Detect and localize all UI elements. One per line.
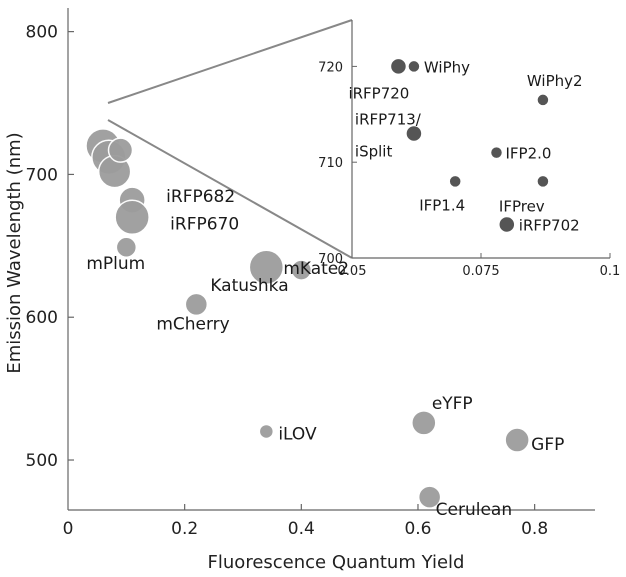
inset-x-tick-label: 0.1: [600, 264, 621, 279]
data-point: [184, 292, 209, 317]
inset-point-label: IFP2.0: [505, 145, 551, 163]
data-point: [504, 427, 530, 453]
y-tick-label: 800: [26, 23, 58, 43]
x-tick-label: 0.6: [404, 519, 431, 539]
inset-data-point: [389, 57, 408, 76]
point-label: mPlum: [86, 254, 145, 274]
main-tick-labels: 0 0.2 0.4 0.6 0.8 500 600 700 800: [26, 23, 549, 539]
point-label: GFP: [531, 435, 564, 455]
inset-y-tick-label: 710: [318, 156, 343, 171]
data-point: [114, 199, 150, 236]
inset-data-point: [536, 174, 550, 189]
inset-y-tick-label: 700: [318, 252, 343, 267]
zoom-inset: 0.05 0.075 0.1 700 710 720 iRFP720 WiPhy WiPhy2…: [318, 20, 620, 279]
point-label: eYFP: [432, 394, 473, 414]
data-point: [290, 259, 313, 281]
inset-point-label: WiPhy2: [527, 72, 583, 90]
inset-data-point: [448, 174, 462, 189]
data-point: [411, 410, 437, 436]
x-tick-label: 0.4: [288, 519, 315, 539]
main-axis-ticks: [68, 31, 536, 510]
data-point: [258, 423, 275, 440]
y-tick-label: 500: [26, 451, 58, 471]
inset-point-label: iRFP720: [348, 84, 409, 102]
y-tick-label: 600: [26, 308, 58, 328]
data-point: [417, 485, 442, 509]
data-point: [248, 249, 285, 285]
inset-data-labels: iRFP720 WiPhy WiPhy2 iRFP713/iSplit IFP2.0 IF…: [348, 58, 582, 234]
data-point: [115, 236, 138, 258]
x-tick-label: 0: [63, 519, 74, 539]
point-label: Cerulean: [436, 500, 512, 520]
inset-x-tick-label: 0.05: [338, 264, 367, 279]
inset-point-label: IFP1.4: [419, 196, 465, 214]
x-axis-title: Fluorescence Quantum Yield: [208, 552, 465, 573]
inset-data-point: [498, 215, 516, 234]
main-data-points: [85, 128, 530, 509]
y-tick-label: 700: [26, 165, 58, 185]
inset-y-tick-label: 720: [318, 60, 343, 75]
x-tick-label: 0.8: [521, 519, 548, 539]
inset-data-points: [389, 57, 550, 234]
inset-point-label: iRFP702: [519, 216, 580, 234]
data-point: [107, 137, 134, 163]
inset-axis-ticks: [351, 65, 611, 259]
inset-data-point: [536, 93, 550, 107]
inset-data-point: [407, 59, 421, 74]
inset-data-point: [489, 145, 504, 160]
point-label: iRFP670: [170, 214, 239, 234]
inset-point-label: IFPrev: [499, 197, 545, 215]
point-label: mKate2: [283, 259, 349, 279]
inset-point-label: iSplit: [355, 142, 393, 160]
inset-x-tick-label: 0.075: [462, 264, 499, 279]
inset-point-label: WiPhy: [424, 58, 470, 76]
inset-tick-labels: 0.05 0.075 0.1 700 710 720: [318, 60, 620, 279]
zoom-connector-top: [107, 19, 353, 104]
inset-point-label: iRFP713/: [355, 110, 422, 128]
point-label: iLOV: [278, 424, 317, 444]
y-axis-title: Emission Wavelength (nm): [4, 132, 25, 373]
point-label: mCherry: [156, 314, 229, 334]
inset-data-point: [405, 124, 423, 143]
x-tick-label: 0.2: [171, 519, 198, 539]
point-label: iRFP682: [166, 187, 235, 207]
zoom-connector-bottom: [107, 119, 353, 259]
point-label: Katushka: [210, 276, 288, 296]
